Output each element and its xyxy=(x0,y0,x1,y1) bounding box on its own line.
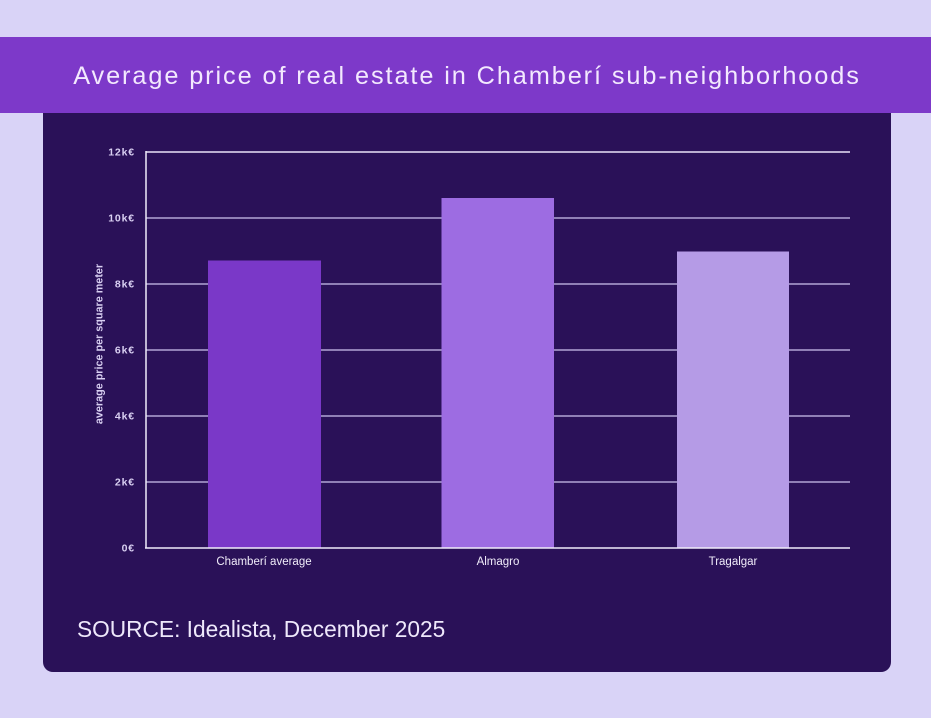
svg-text:4k€: 4k€ xyxy=(115,411,135,423)
svg-text:12k€: 12k€ xyxy=(108,147,135,159)
svg-text:Chamberí average: Chamberí average xyxy=(216,556,311,568)
svg-text:6k€: 6k€ xyxy=(115,345,135,357)
svg-text:Tragalgar: Tragalgar xyxy=(709,556,758,568)
svg-text:Average price of real estate i: Average price of real estate in Chamberí… xyxy=(73,62,861,90)
svg-text:Almagro: Almagro xyxy=(477,556,520,568)
svg-text:10k€: 10k€ xyxy=(108,213,135,225)
svg-text:8k€: 8k€ xyxy=(115,279,135,291)
svg-text:average price per square meter: average price per square meter xyxy=(94,263,106,424)
svg-text:2k€: 2k€ xyxy=(115,477,135,489)
svg-text:SOURCE: Idealista, December 20: SOURCE: Idealista, December 2025 xyxy=(77,616,445,642)
svg-text:0€: 0€ xyxy=(122,543,135,555)
